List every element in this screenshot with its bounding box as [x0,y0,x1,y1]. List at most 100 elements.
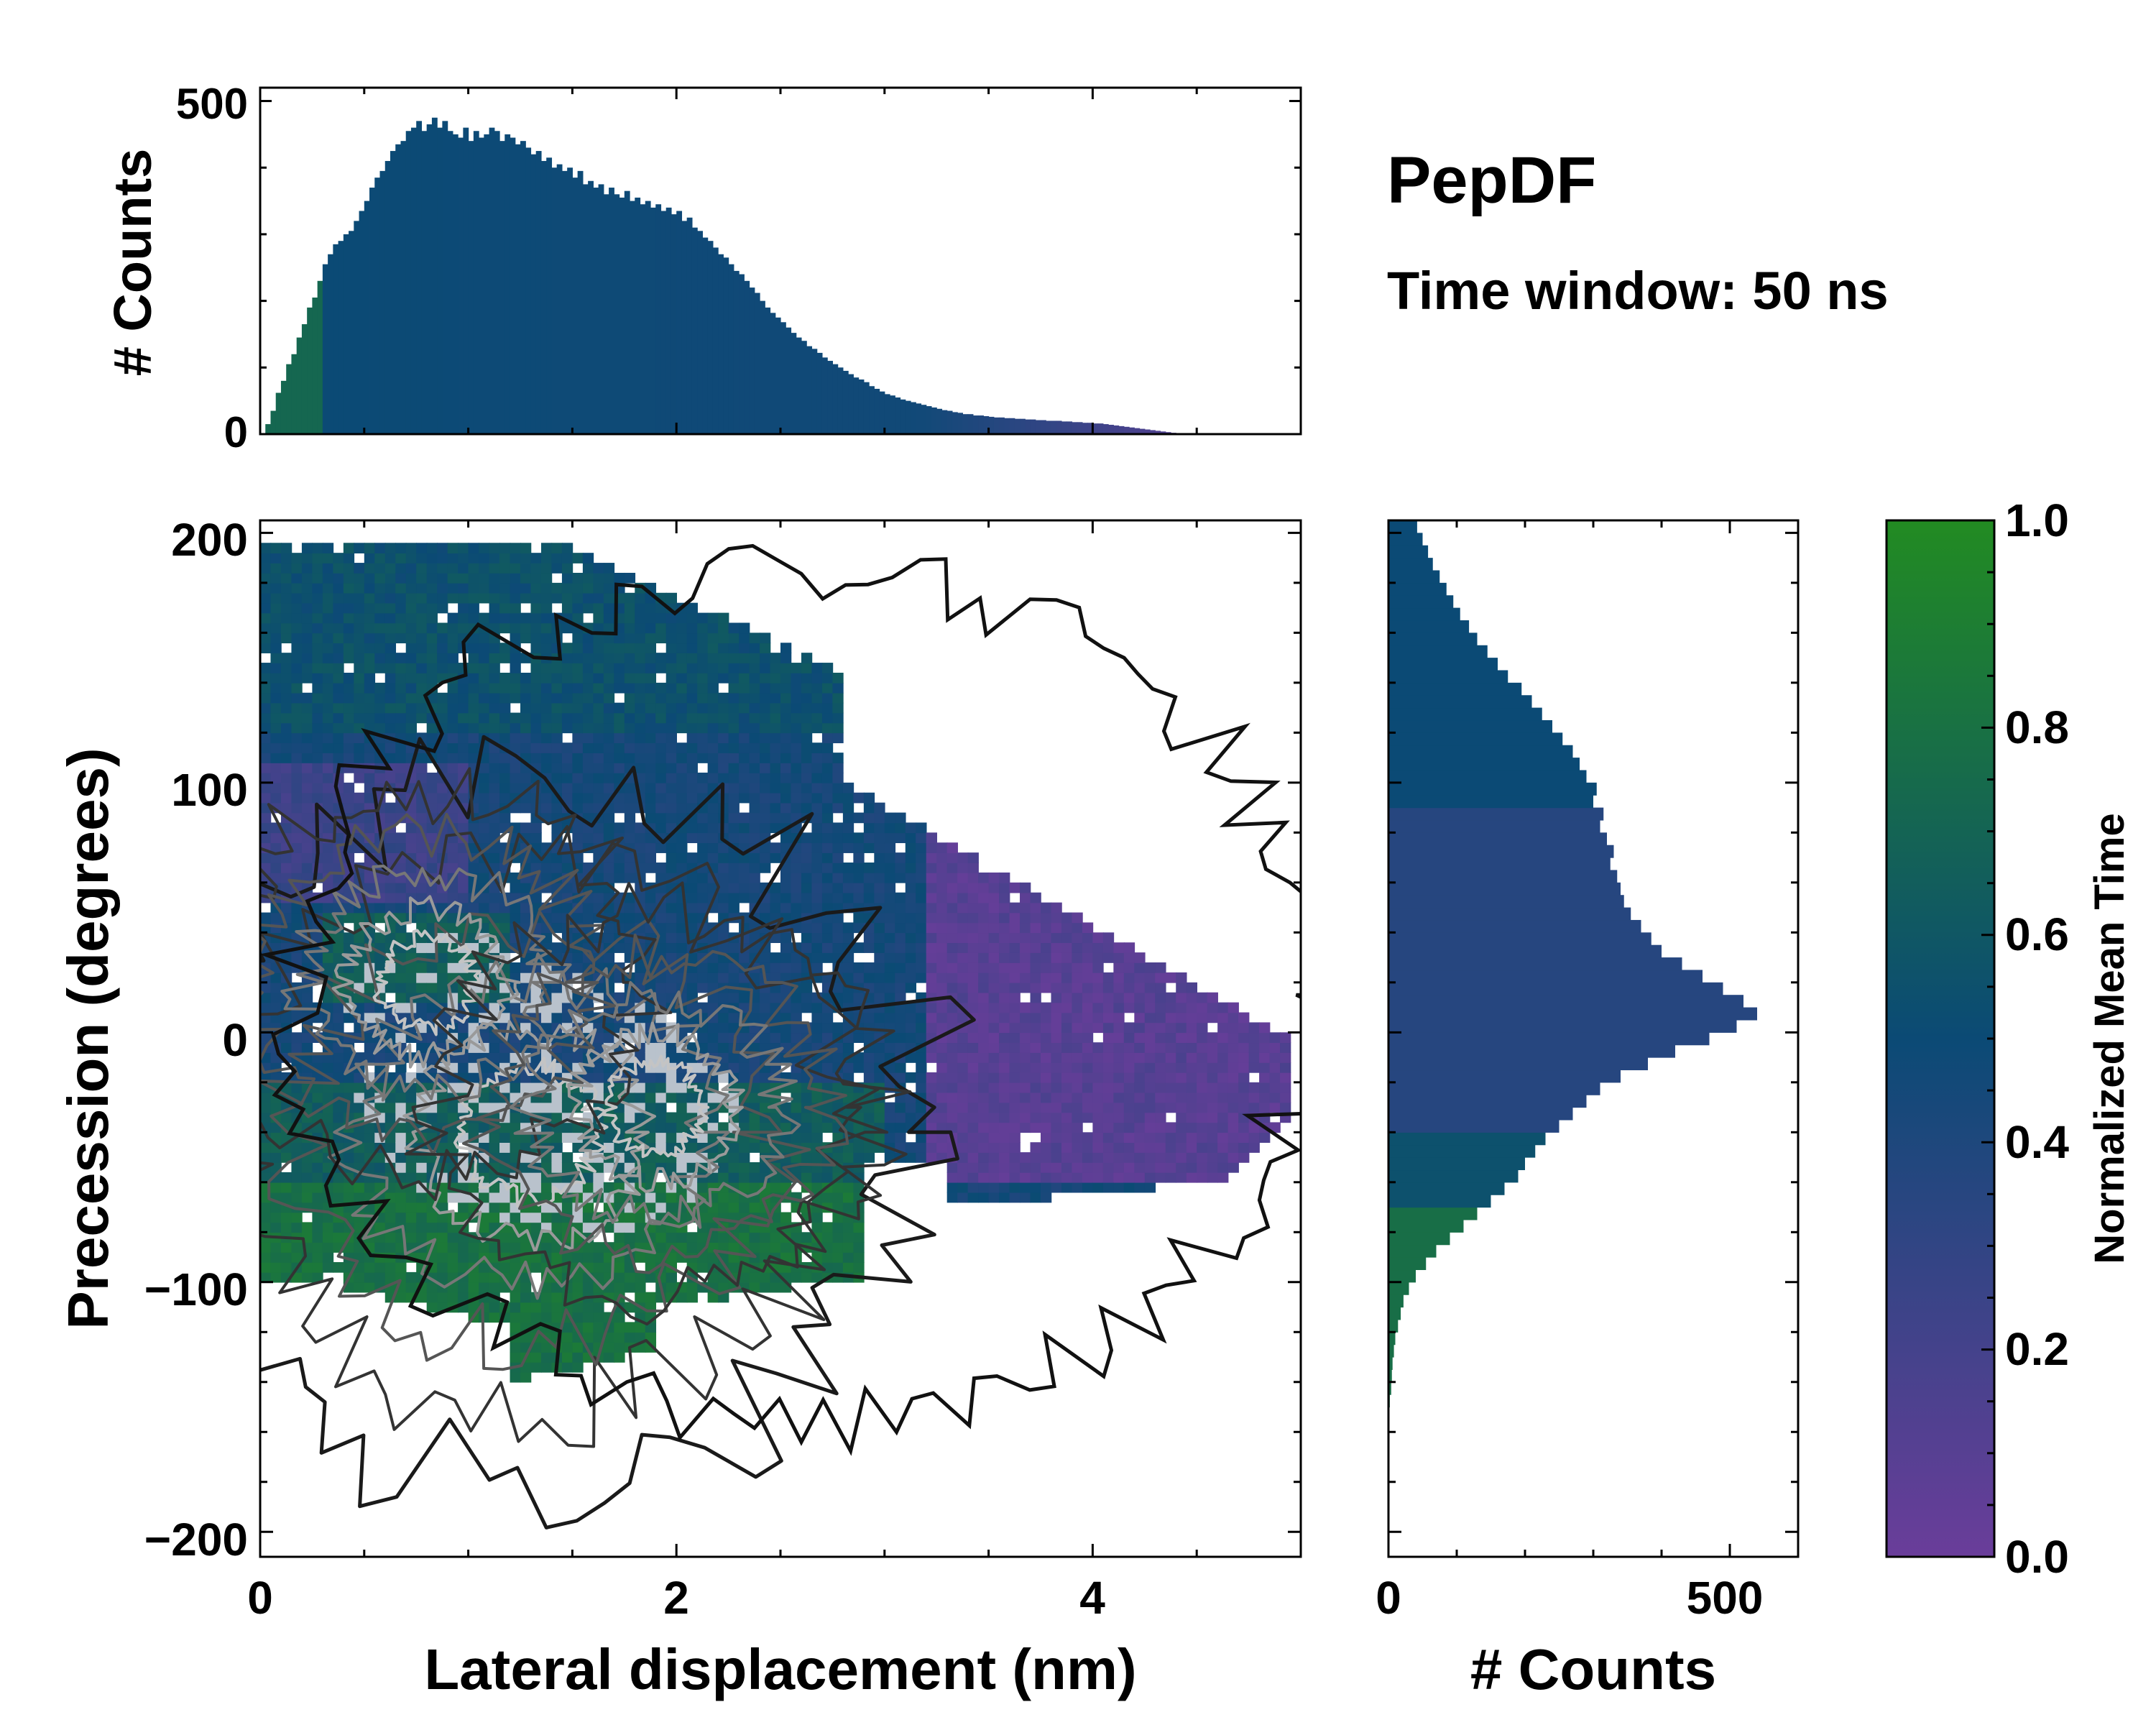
heatmap-cell [280,722,292,734]
heatmap-cell [978,1042,990,1053]
heatmap-cell [707,832,719,844]
heatmap-cell [905,942,917,953]
heatmap-cell [863,822,875,834]
heatmap-cell [624,622,636,634]
heatmap-cell [967,892,979,903]
heatmap-cell [624,872,636,883]
heatmap-cell [291,753,303,763]
heatmap-cell [416,1192,428,1203]
heatmap-cell [1072,1052,1083,1063]
heatmap-cell [874,962,885,973]
heatmap-cell [416,1232,428,1243]
heatmap-cell [676,1052,688,1063]
heatmap-cell [322,572,334,584]
heatmap-cell [884,912,896,924]
heatmap-cell [739,772,750,783]
heatmap-cell [322,992,334,1003]
heatmap-cell [1051,1132,1062,1143]
heatmap-cell [811,1122,823,1133]
heatmap-cell [988,962,1000,973]
heatmap-cell [1061,932,1073,944]
heatmap-cell [1072,962,1083,973]
heatmap-cell [280,1242,292,1253]
heatmap-cell [1061,972,1073,983]
heatmap-cell [1020,932,1031,944]
heatmap-cell [291,782,303,794]
heatmap-cell [582,1312,594,1323]
top-hist-bar [609,188,614,434]
heatmap-cell [905,1012,917,1024]
heatmap-cell [988,1102,1000,1113]
heatmap-cell [999,1172,1010,1183]
heatmap-cell [374,962,386,973]
heatmap-cell [572,653,584,663]
heatmap-cell [1030,972,1041,983]
heatmap-cell [916,912,927,924]
top-hist-bar [505,134,511,434]
heatmap-cell [540,643,553,653]
heatmap-cell [655,753,667,763]
heatmap-cell [832,763,844,773]
heatmap-cell [978,1102,990,1113]
heatmap-cell [374,722,386,734]
heatmap-cell [312,653,323,663]
heatmap-cell [655,942,667,953]
heatmap-cell [905,822,917,834]
heatmap-cell [395,742,407,753]
heatmap-cell [811,872,823,883]
top-hist-bar [343,234,349,434]
heatmap-cell [967,1182,979,1193]
heatmap-cell [988,922,1000,934]
heatmap-cell [354,1052,365,1063]
heatmap-cell [801,742,813,753]
heatmap-cell [1072,1142,1083,1153]
heatmap-cell [728,872,740,883]
heatmap-cell [707,842,719,853]
heatmap-cell [458,553,469,564]
heatmap-cell [614,1142,625,1153]
heatmap-cell [499,592,511,604]
top-hist-bar [551,167,558,434]
heatmap-cell [665,742,677,753]
heatmap-cell [1009,1032,1021,1044]
heatmap-cell [760,702,771,714]
heatmap-cell [572,663,584,673]
heatmap-cell [707,962,719,973]
heatmap-cell [301,1042,313,1053]
heatmap-cell [780,702,792,714]
heatmap-cell [655,1042,667,1053]
heatmap-cell [999,1012,1010,1024]
heatmap-cell [801,732,813,744]
heatmap-cell [760,1232,771,1243]
heatmap-cell [936,1142,948,1153]
top-hist-bar [640,204,646,434]
heatmap-cell [1041,932,1052,944]
heatmap-cell [686,772,698,783]
heatmap-cell [384,653,397,663]
heatmap-cell [686,672,698,684]
heatmap-cell [510,882,521,893]
heatmap-cell [343,622,355,634]
heatmap-cell [280,622,292,634]
top-hist-bar [296,337,303,434]
heatmap-cell [447,742,459,753]
heatmap-cell [593,792,604,804]
heatmap-cell [655,1152,667,1163]
heatmap-cell [374,682,386,694]
heatmap-cell [530,643,542,653]
heatmap-cell [801,702,813,714]
heatmap-cell [624,672,636,684]
heatmap-cell [395,862,407,873]
heatmap-cell [749,1232,760,1243]
heatmap-cell [405,563,417,574]
heatmap-cell [489,643,500,653]
heatmap-cell [405,692,417,704]
heatmap-cell [645,712,657,724]
heatmap-cell [842,1012,854,1024]
top-hist-bar [827,361,833,434]
heatmap-cell [374,1242,386,1253]
heatmap-cell [760,1102,771,1113]
heatmap-cell [364,592,376,604]
heatmap-cell [707,732,719,744]
heatmap-cell [946,982,958,993]
